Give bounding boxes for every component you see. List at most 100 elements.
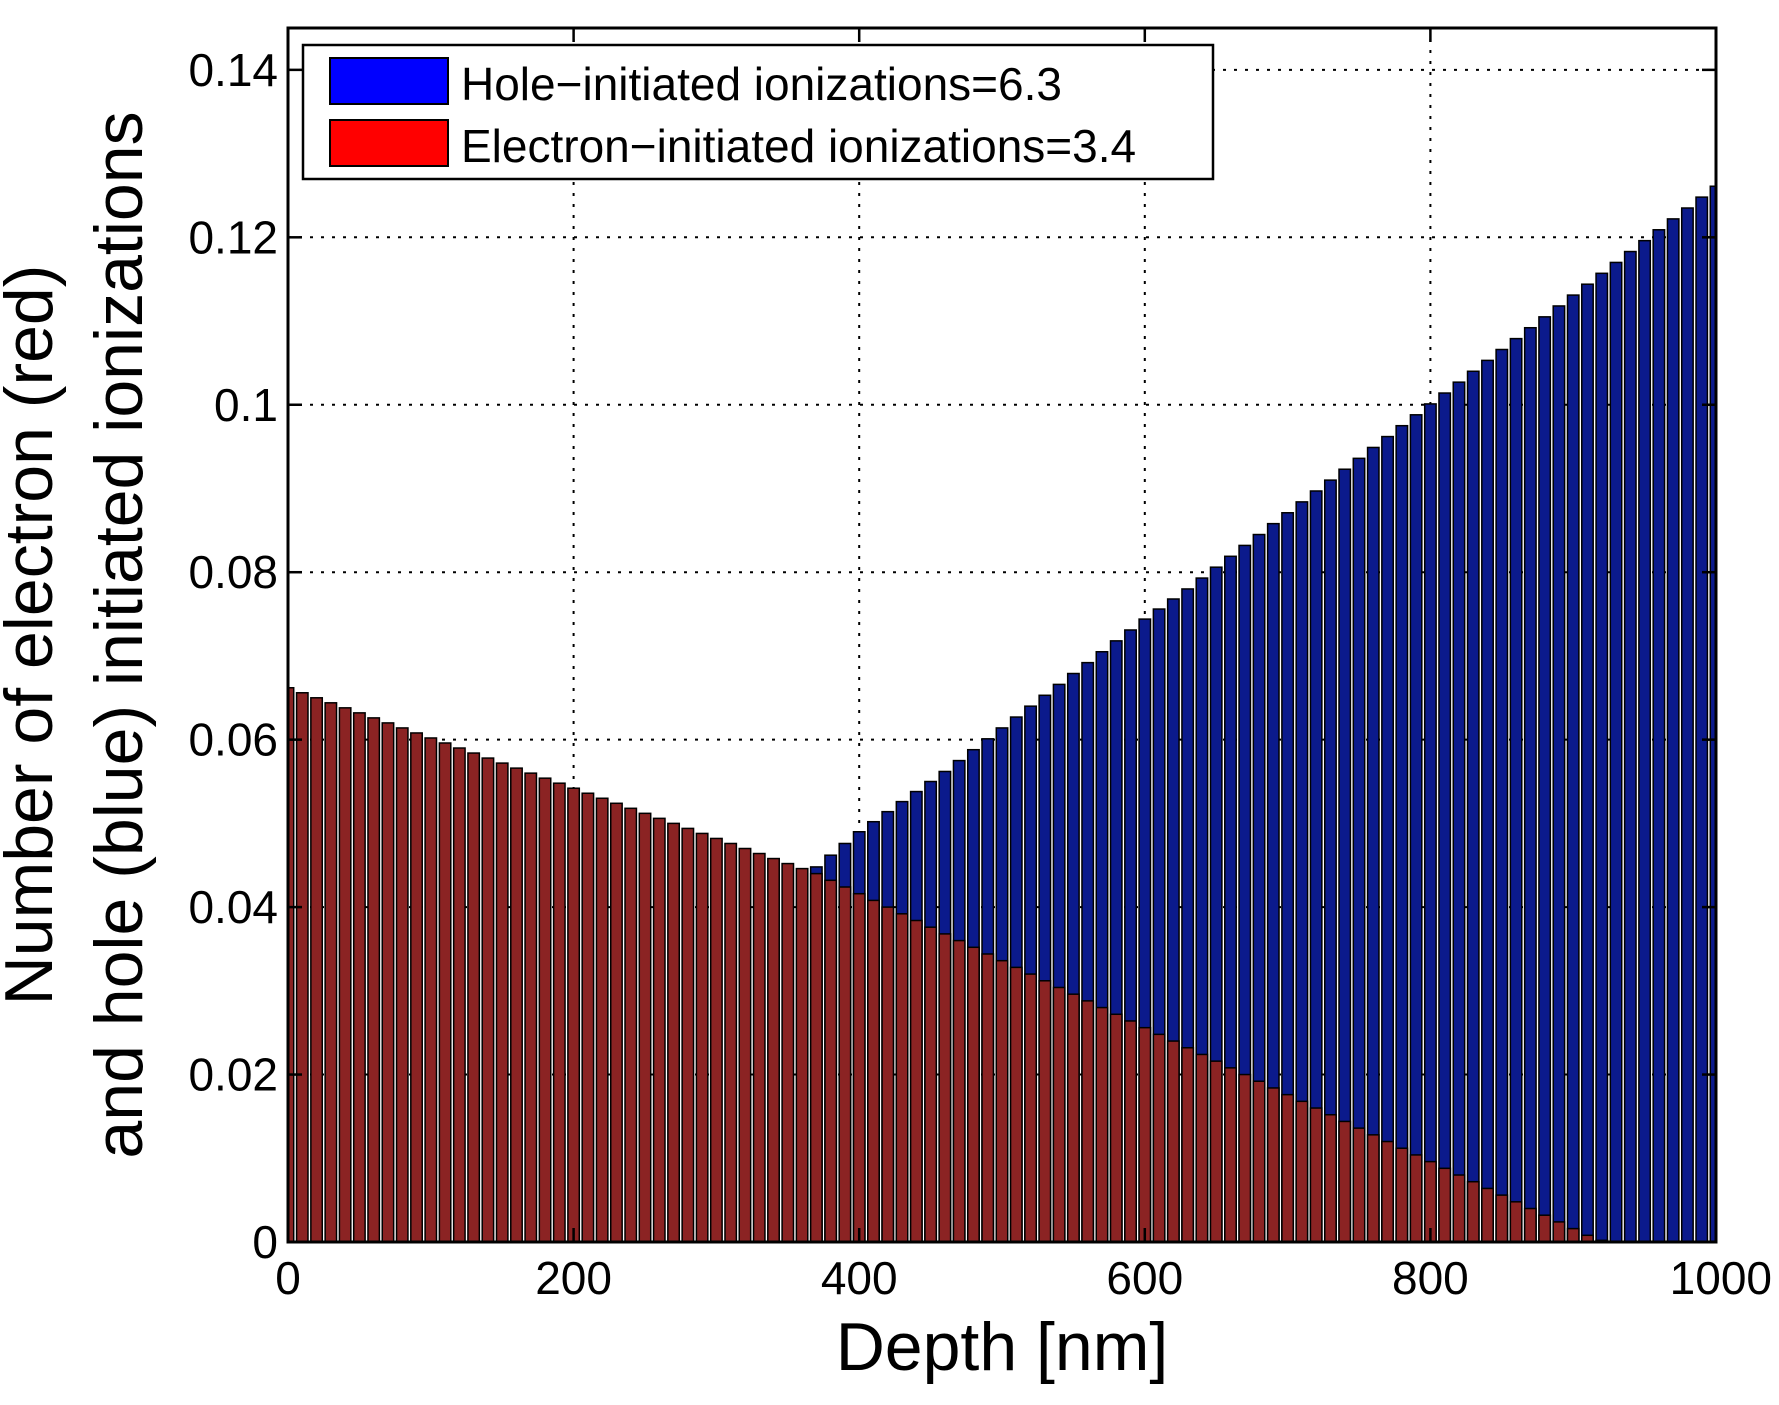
bar-electron-7 <box>381 722 395 1243</box>
bar-electron-31 <box>724 842 738 1243</box>
bar-hole-57 <box>1623 250 1637 1243</box>
y-tick-label-1: 0.02 <box>188 1049 278 1101</box>
bar-electron-83 <box>1466 1180 1480 1243</box>
plot-frame <box>286 26 1718 1244</box>
bar-electron-72 <box>1309 1107 1323 1243</box>
y-tick-label-3: 0.06 <box>188 714 278 766</box>
bar-electron-6 <box>367 717 381 1243</box>
bar-electron-67 <box>1238 1073 1252 1243</box>
bar-hole-53 <box>1566 294 1580 1243</box>
y-tick-label-4: 0.08 <box>188 546 278 598</box>
legend: Hole−initiated ionizations=6.3 Electron−… <box>301 43 1215 181</box>
axis-ticks: 0 200 400 600 800 1000 0 0.02 0.04 0.06 0.08 0.1 0.1… <box>188 28 1772 1304</box>
bar-hole-58 <box>1638 239 1652 1243</box>
y-tick-label-7: 0.14 <box>188 44 278 96</box>
bar-electron-5 <box>352 712 366 1243</box>
bar-electron-46 <box>938 933 952 1243</box>
bar-electron-81 <box>1438 1167 1452 1243</box>
bars <box>287 185 1717 1243</box>
bar-electron-18 <box>538 777 552 1243</box>
bar-electron-56 <box>1081 1000 1095 1243</box>
bar-hole-43 <box>1423 403 1437 1243</box>
bar-electron-11 <box>438 742 452 1243</box>
bar-electron-21 <box>581 792 595 1243</box>
y-axis-label-line2: and hole (blue) initiated ionizations <box>81 111 157 1158</box>
bar-hole-39 <box>1366 446 1380 1243</box>
bar-electron-48 <box>966 946 980 1243</box>
bar-electron-59 <box>1124 1020 1137 1243</box>
bar-electron-47 <box>952 939 966 1243</box>
x-axis-label: Depth [nm] <box>836 1309 1169 1385</box>
bar-electron-78 <box>1395 1147 1409 1243</box>
bar-electron-23 <box>609 802 623 1243</box>
bar-hole-61 <box>1680 207 1694 1243</box>
bar-electron-17 <box>524 772 538 1243</box>
bar-electron-87 <box>1523 1207 1537 1243</box>
bar-electron-88 <box>1538 1214 1552 1243</box>
bar-electron-29 <box>695 832 709 1243</box>
bar-hole-55 <box>1595 272 1609 1243</box>
bar-electron-50 <box>995 959 1009 1243</box>
bar-electron-36 <box>795 867 809 1243</box>
bar-hole-40 <box>1381 435 1395 1243</box>
bar-electron-66 <box>1224 1067 1237 1243</box>
x-tick-label-3: 600 <box>1106 1252 1183 1304</box>
legend-swatch-electron <box>329 119 449 167</box>
bar-electron-25 <box>638 812 652 1243</box>
bar-electron-62 <box>1166 1040 1180 1243</box>
bar-electron-27 <box>667 822 681 1243</box>
y-tick-label-0: 0 <box>252 1216 278 1268</box>
bar-electron-38 <box>824 879 838 1243</box>
bar-electron-13 <box>467 752 481 1243</box>
bar-hole-44 <box>1438 392 1452 1243</box>
bar-hole-59 <box>1652 229 1666 1243</box>
bar-electron-30 <box>709 837 723 1243</box>
y-tick-label-2: 0.04 <box>188 881 278 933</box>
bar-electron-60 <box>1138 1026 1152 1243</box>
bar-electron-79 <box>1409 1154 1423 1243</box>
bar-electron-24 <box>624 807 638 1243</box>
bar-electron-28 <box>681 827 695 1243</box>
bar-hole-49 <box>1509 337 1523 1243</box>
bar-electron-33 <box>752 852 766 1243</box>
bar-electron-69 <box>1266 1087 1280 1243</box>
bar-electron-86 <box>1509 1201 1523 1243</box>
bar-electron-45 <box>924 926 938 1243</box>
bar-electron-90 <box>1566 1227 1580 1243</box>
bar-electron-52 <box>1024 973 1038 1243</box>
y-tick-label-5: 0.1 <box>214 379 278 431</box>
bar-hole-60 <box>1666 218 1680 1243</box>
bar-electron-53 <box>1038 980 1052 1243</box>
x-tick-label-5: 1000 <box>1670 1252 1772 1304</box>
bar-hole-38 <box>1352 457 1366 1243</box>
bar-electron-16 <box>510 767 523 1243</box>
bar-electron-34 <box>767 857 780 1243</box>
bar-electron-4 <box>338 707 352 1243</box>
bar-hole-50 <box>1523 326 1537 1243</box>
bar-electron-77 <box>1381 1140 1395 1243</box>
bar-electron-82 <box>1452 1174 1466 1243</box>
bar-hole-52 <box>1552 305 1566 1243</box>
bar-electron-14 <box>481 757 495 1243</box>
legend-box <box>301 43 1215 181</box>
y-tick-label-6: 0.12 <box>188 211 278 263</box>
bar-hole-47 <box>1481 359 1494 1243</box>
bar-electron-10 <box>424 737 438 1243</box>
bar-electron-40 <box>852 892 866 1243</box>
bar-hole-48 <box>1495 348 1509 1243</box>
bar-electron-85 <box>1495 1194 1509 1243</box>
bar-electron-22 <box>595 797 609 1243</box>
bar-electron-54 <box>1052 986 1066 1243</box>
bar-electron-73 <box>1323 1113 1337 1243</box>
bar-electron-43 <box>895 913 909 1243</box>
bar-electron-35 <box>781 862 795 1243</box>
bar-hole-62 <box>1695 196 1709 1243</box>
x-tick-label-4: 800 <box>1392 1252 1469 1304</box>
bar-electron-42 <box>881 906 895 1243</box>
bar-electron-37 <box>809 872 823 1243</box>
x-tick-label-2: 400 <box>821 1252 898 1304</box>
legend-swatch-hole <box>329 57 449 105</box>
bar-electron-32 <box>738 847 752 1243</box>
bar-electron-89 <box>1552 1221 1566 1243</box>
